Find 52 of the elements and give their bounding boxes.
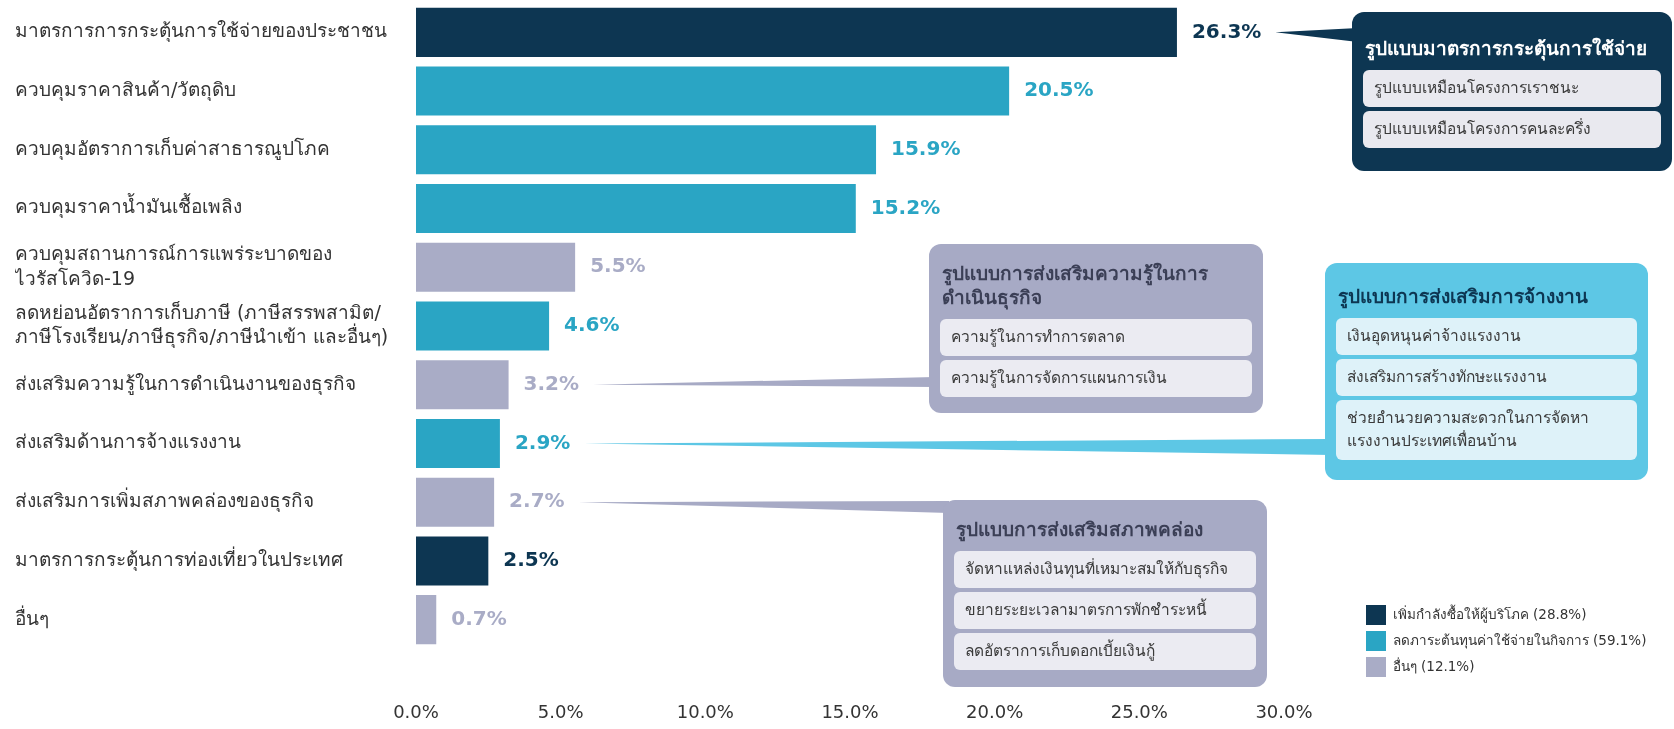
data-label: 2.7%: [509, 488, 565, 513]
data-label: 4.6%: [564, 312, 620, 337]
x-tick-label: 25.0%: [1110, 701, 1168, 723]
y-tick-label: ส่งเสริมความรู้ในการดำเนินงานของธุรกิจ: [15, 371, 356, 396]
bar: [416, 242, 576, 292]
callout-box: รูปแบบการส่งเสริมการจ้างงาน เงินอุดหนุนค่าจ้างแรงงาน ส่งเสริมการสร้างทักษะแรงงาน ช่วยอำนวยความสะดวกในการจัดหาแรงงานประเทศเพื่อนบ้าน: [1325, 263, 1648, 480]
annotation: ความรู้ในการทำการตลาด: [940, 318, 1252, 356]
data-label: 2.5%: [503, 547, 559, 572]
y-tick-label: ควบคุมอัตราการเก็บค่าสาธารณูปโภค: [15, 135, 330, 161]
annotation: ขยายระยะเวลามาตรการพักชำระหนี้: [954, 592, 1256, 629]
bar: [416, 66, 1010, 116]
bar: [416, 536, 489, 586]
data-label: 3.2%: [523, 370, 580, 395]
y-tick-label: ควบคุมราคาสินค้า/วัตถุดิบ: [15, 78, 237, 103]
x-tick-label: 5.0%: [537, 701, 584, 723]
y-tick-label: มาตรการการกระตุ้นการใช้จ่ายของประชาชน: [15, 19, 387, 44]
callout-box: รูปแบบมาตรการกระตุ้นการใช้จ่าย รูปแบบเหมือนโครงการเราชนะ รูปแบบเหมือนโครงการคนละครึ่ง: [1352, 12, 1672, 171]
bar: [416, 7, 1177, 57]
annotation: ลดอัตราการเก็บดอกเบี้ยเงินกู้: [954, 633, 1256, 670]
y-tick-label: มาตรการกระตุ้นการท่องเที่ยวในประเทศ: [15, 545, 343, 572]
bar: [416, 184, 856, 234]
bar: [416, 360, 509, 410]
data-label: 20.5%: [1024, 77, 1094, 102]
annotation: ความรู้ในการจัดการแผนการเงิน: [940, 359, 1252, 397]
bar: [416, 595, 437, 645]
data-label: 15.9%: [891, 136, 961, 161]
x-tick-label: 10.0%: [676, 701, 734, 723]
y-tick-label: อื่นๆ: [15, 604, 49, 629]
data-label: 2.9%: [514, 429, 571, 454]
x-tick-label: 20.0%: [966, 701, 1024, 723]
annotation: รูปแบบการส่งเสริมสภาพคล่อง: [956, 517, 1204, 541]
data-label: 26.3%: [1191, 18, 1262, 43]
bar: [416, 125, 877, 175]
x-tick-label: 0.0%: [393, 701, 439, 723]
annotation: รูปแบบการส่งเสริมความรู้ในการดำเนินธุรกิจ: [942, 260, 1209, 309]
legend-label: เพิ่มกำลังซื้อให้ผู้บริโภค (28.8%): [1392, 603, 1587, 623]
legend-label: อื่นๆ (12.1%): [1392, 656, 1475, 674]
bar: [416, 301, 550, 351]
data-label: 0.7%: [451, 605, 507, 630]
annotation: จัดหาแหล่งเงินทุนที่เหมาะสมให้กับธุรกิจ: [954, 551, 1256, 588]
callout-box: รูปแบบการส่งเสริมความรู้ในการดำเนินธุรกิจ ความรู้ในการทำการตลาด ความรู้ในการจัดการแผนการเงิน: [929, 244, 1263, 413]
bar: [416, 477, 495, 527]
y-tick-label: ส่งเสริมด้านการจ้างแรงงาน: [15, 430, 241, 453]
legend-label: ลดภาระต้นทุนค่าใช้จ่ายในกิจการ (59.1%): [1392, 631, 1647, 649]
x-tick-label: 15.0%: [821, 701, 879, 723]
y-tick-label: ควบคุมราคาน้ำมันเชื้อเพลิง: [15, 193, 242, 220]
data-label: 5.5%: [590, 253, 646, 278]
y-tick-label: ส่งเสริมการเพิ่มสภาพคล่องของธุรกิจ: [15, 487, 314, 514]
y-tick-label: ลดหย่อนอัตราการเก็บภาษี (ภาษีสรรพสามิต/ ภาษีโรงเรียน/ภาษีธุรกิจ/ภาษีนำเข้า และอื่นๆ): [15, 299, 389, 350]
bar: [416, 418, 500, 468]
data-label: 15.2%: [870, 194, 941, 219]
x-tick-label: 30.0%: [1255, 701, 1313, 723]
